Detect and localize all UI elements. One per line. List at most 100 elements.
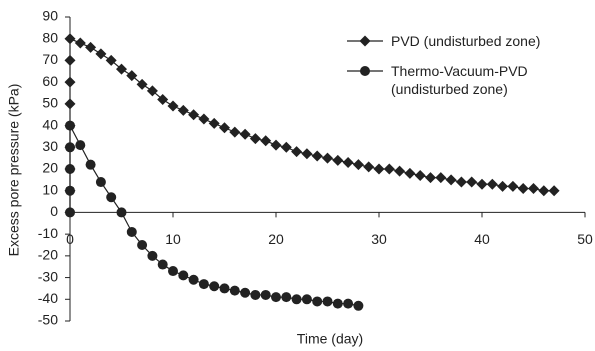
x-tick-label: 30: [371, 231, 387, 247]
data-point: [249, 133, 261, 145]
data-point: [425, 172, 436, 184]
data-point: [332, 154, 344, 166]
y-tick-label: 90: [42, 8, 58, 24]
data-point: [548, 185, 560, 197]
data-point: [95, 177, 106, 188]
data-point: [476, 178, 488, 190]
data-point: [126, 226, 137, 237]
data-point: [359, 35, 371, 47]
data-point: [528, 183, 539, 195]
data-point: [147, 250, 158, 261]
data-point: [497, 180, 509, 192]
data-point: [271, 292, 281, 303]
data-point: [239, 128, 251, 140]
data-point: [466, 176, 478, 188]
data-point: [383, 163, 395, 175]
data-point: [229, 126, 241, 138]
data-point: [455, 176, 467, 188]
data-point: [435, 172, 447, 184]
data-point: [75, 140, 86, 151]
data-point: [65, 120, 75, 131]
x-tick-label: 20: [268, 231, 284, 247]
data-point: [167, 100, 179, 112]
y-tick-label: 30: [42, 138, 58, 154]
y-tick-label: 20: [42, 160, 58, 176]
data-point: [301, 148, 313, 160]
data-point: [85, 159, 96, 170]
data-point: [64, 33, 76, 45]
data-point: [116, 63, 127, 75]
data-point: [229, 285, 240, 296]
data-point: [260, 289, 271, 300]
legend-icon: [347, 35, 383, 47]
legend-entry: Thermo-Vacuum-PVD (undisturbed zone): [345, 62, 590, 98]
legend-icon: [347, 66, 383, 76]
data-point: [311, 150, 323, 162]
data-point: [208, 117, 220, 129]
data-point: [209, 281, 220, 292]
data-point: [116, 207, 127, 218]
data-point: [373, 163, 385, 175]
legend-label: PVD (undisturbed zone): [391, 33, 541, 49]
data-point: [219, 283, 230, 294]
data-point: [198, 279, 209, 290]
y-tick-label: 40: [42, 116, 58, 132]
data-point: [74, 37, 86, 49]
x-tick-label: 50: [577, 231, 593, 247]
y-tick-label: 0: [50, 203, 58, 219]
legend-label: Thermo-Vacuum-PVD (undisturbed zone): [391, 63, 528, 97]
data-point: [280, 141, 292, 153]
data-point: [219, 122, 230, 134]
data-point: [322, 296, 333, 307]
data-point: [486, 178, 498, 190]
data-point: [137, 240, 148, 250]
data-point: [270, 139, 282, 151]
x-tick-label: 10: [165, 231, 181, 247]
y-tick-label: 50: [42, 95, 58, 111]
data-point: [64, 98, 76, 110]
data-point: [157, 259, 168, 270]
y-tick-label: 10: [42, 181, 58, 197]
data-point: [65, 185, 75, 196]
data-point: [363, 161, 375, 173]
data-point: [188, 274, 199, 285]
data-point: [332, 298, 343, 309]
data-point: [352, 159, 364, 171]
data-point: [65, 142, 75, 153]
data-point: [414, 170, 426, 182]
data-point: [301, 294, 312, 305]
data-point: [178, 270, 189, 281]
data-point: [168, 266, 178, 277]
y-tick-label: -10: [38, 225, 58, 241]
data-point: [507, 180, 519, 192]
data-point: [517, 183, 529, 195]
data-point: [291, 146, 303, 158]
data-point: [445, 174, 457, 186]
data-point: [146, 85, 158, 97]
data-point: [64, 54, 76, 66]
data-point: [64, 76, 76, 88]
data-point: [65, 207, 75, 218]
data-point: [240, 287, 251, 298]
x-tick-label: 40: [474, 231, 490, 247]
data-point: [157, 94, 169, 106]
data-point: [281, 292, 292, 303]
data-point: [177, 104, 189, 116]
data-point: [538, 185, 550, 197]
data-point: [343, 298, 354, 309]
data-point: [291, 294, 302, 305]
data-point: [136, 78, 148, 90]
y-tick-label: -30: [38, 268, 58, 284]
data-point: [85, 41, 97, 53]
data-point: [312, 296, 323, 307]
data-point: [95, 48, 107, 60]
data-point: [65, 164, 75, 174]
data-point: [353, 300, 364, 311]
y-tick-label: 80: [42, 29, 58, 45]
data-point: [105, 54, 117, 66]
data-point: [260, 135, 272, 147]
data-point: [198, 113, 210, 125]
y-tick-label: -50: [38, 312, 58, 328]
